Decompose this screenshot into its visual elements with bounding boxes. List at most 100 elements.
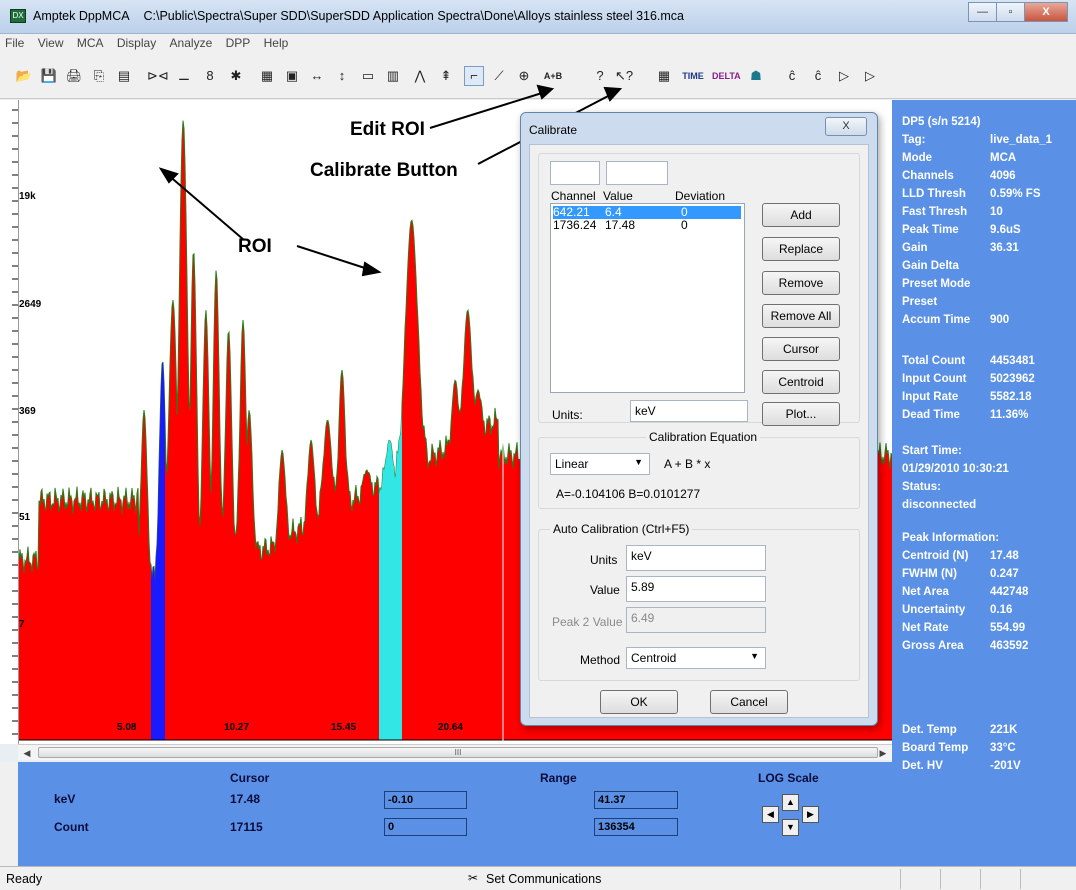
list-item[interactable]: 642.21 6.4 0 [553,206,741,219]
info-row: Gross Area 463592 [902,640,1072,652]
connect-icon[interactable]: ⊳⊲ [147,68,169,83]
window-title: Amptek DppMCA C:\Public\Spectra\Super SD… [33,9,684,23]
info-value: 33°C [990,742,1016,754]
roi-toggle-icon[interactable]: ⌐ [464,66,484,86]
config-icon[interactable]: ⚊ [178,68,190,83]
range-kev-max[interactable]: 41.37 [594,791,678,809]
ok-button[interactable]: OK [600,690,678,714]
edit-roi-icon[interactable]: ⇞ [440,68,452,83]
search-peak-icon[interactable]: ⊕ [518,68,530,83]
info-row: Preset Mode [902,278,1072,290]
info-value: 463592 [990,640,1029,652]
cursor-button[interactable]: Cursor [762,337,840,361]
plot-button[interactable]: Plot... [762,402,840,426]
add-button[interactable]: Add [762,203,840,227]
menu-display[interactable]: Display [116,36,157,50]
log-down-icon[interactable]: ▼ [782,819,799,836]
peak2-field: 6.49 [626,607,766,633]
remove-all-button[interactable]: Remove All [762,304,840,328]
channel-entry[interactable] [550,161,600,185]
info-value: 554.99 [990,622,1026,634]
roi-region-cyan[interactable] [379,403,402,740]
range-kev-min[interactable]: -0.10 [384,791,467,809]
grid-icon[interactable]: ▦ [657,68,671,83]
y-tick-51: 51 [19,512,31,523]
zoom-window-icon[interactable]: ▭ [361,68,375,83]
log-left-icon[interactable]: ◀ [762,806,779,823]
start-icon[interactable]: 8 [206,68,214,83]
roi-table-icon[interactable]: ▦ [260,68,274,83]
menu-dpp[interactable]: DPP [225,36,251,50]
horizontal-zoom-icon[interactable]: ↔ [310,68,324,83]
scroll-right-icon[interactable]: ▶ [879,748,887,758]
x-tick-20-64: 20.64 [438,722,464,733]
menu-analyze[interactable]: Analyze [169,36,213,50]
title-bar: DX Amptek DppMCA C:\Public\Spectra\Super… [0,0,1076,34]
auto-units-field[interactable]: keV [626,545,766,571]
minimize-button[interactable]: — [968,2,997,22]
menu-mca[interactable]: MCA [76,36,104,50]
menu-view[interactable]: View [37,36,64,50]
play-icon[interactable]: ▷ [865,68,875,83]
analysis-icon[interactable]: ☗ [750,68,762,83]
y-tick-7: 7 [19,619,25,630]
info-key: Total Count [902,355,966,367]
range-count-max[interactable]: 136354 [594,818,678,836]
clear-icon[interactable]: ✱ [230,68,242,83]
info-key: Gross Area [902,640,964,652]
page-icon[interactable]: ▣ [285,68,299,83]
col-value: Value [603,189,633,203]
scroll-thumb[interactable]: III [38,747,878,758]
roi-region-blue[interactable] [151,362,165,740]
horizontal-scrollbar[interactable]: ◀ III ▶ [18,744,892,760]
menu-help[interactable]: Help [263,36,289,50]
save-icon[interactable]: 💾 [40,68,58,83]
log-scale-header: LOG Scale [758,771,819,785]
log-right-icon[interactable]: ▶ [802,806,819,823]
report-icon[interactable]: ▤ [117,68,131,83]
target-icon-1[interactable]: ĉ [788,68,796,83]
close-button[interactable]: X [1024,2,1068,22]
info-row: Input Count 5023962 [902,373,1072,385]
add-spectra-icon[interactable]: A+B [543,71,563,81]
remove-button[interactable]: Remove [762,271,840,295]
context-help-icon[interactable]: ↖? [615,68,634,83]
chart-icon[interactable]: ▥ [386,68,400,83]
value-entry[interactable] [606,161,668,185]
copy-icon[interactable]: ⎘ [93,68,105,83]
play-plus-icon[interactable]: ▷ [839,68,849,83]
equation-type-select[interactable]: Linear ▼ [550,453,650,475]
cursor-kev: 17.48 [230,792,261,806]
replace-button[interactable]: Replace [762,237,840,261]
info-key: Dead Time [902,409,960,421]
auto-value-field[interactable]: 5.89 [626,576,766,602]
menu-file[interactable]: File [5,36,25,50]
peak-icon[interactable]: ⋀ [414,68,426,83]
vertical-zoom-icon[interactable]: ↕ [338,68,346,83]
info-value: 36.31 [990,242,1019,254]
target-icon-2[interactable]: ĉ [814,68,822,83]
edit-roi-arrowhead [536,84,555,100]
delta-icon[interactable]: DELTA [712,71,741,81]
y-tick-19k: 19k [19,191,36,202]
calibration-points-list[interactable]: 642.21 6.4 0 1736.24 17.48 0 [550,203,745,393]
list-item[interactable]: 1736.24 17.48 0 [553,219,741,232]
calibrate-icon[interactable]: ⟋ [494,68,504,83]
communications-icon[interactable]: ✂ [468,871,479,885]
range-count-min[interactable]: 0 [384,818,467,836]
info-row: Peak Time 9.6uS [902,224,1072,236]
method-select[interactable]: Centroid ▼ [626,647,766,669]
set-communications[interactable]: Set Communications [486,872,602,886]
open-file-icon[interactable]: 📂 [15,68,33,83]
help-icon[interactable]: ? [596,68,604,83]
row-value: 17.48 [605,218,636,232]
scroll-left-icon[interactable]: ◀ [23,748,31,758]
print-icon[interactable]: 🖨 [65,68,83,83]
time-icon[interactable]: TIME [682,71,704,81]
cancel-button[interactable]: Cancel [710,690,788,714]
log-up-icon[interactable]: ▲ [782,794,799,811]
centroid-button[interactable]: Centroid [762,370,840,394]
dialog-close-button[interactable]: X [825,117,867,136]
info-row: Net Area 442748 [902,586,1072,598]
units-field[interactable]: keV [630,400,748,422]
